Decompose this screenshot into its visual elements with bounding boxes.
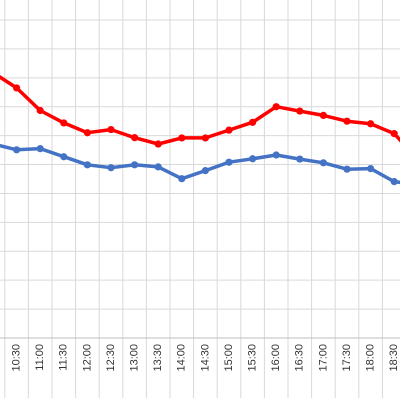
x-tick-label: 12:30 — [105, 344, 117, 372]
x-tick-label: 17:00 — [317, 344, 329, 372]
series-2-point — [83, 161, 91, 169]
series-1-point — [60, 119, 68, 127]
x-tick-label: 14:30 — [199, 344, 211, 372]
x-tick-label: 15:30 — [247, 344, 259, 372]
series-1-point — [131, 134, 139, 142]
x-tick-label: 16:00 — [270, 344, 282, 372]
series-2-point — [296, 155, 304, 163]
series-2-point — [343, 165, 351, 173]
series-2-point — [60, 153, 68, 161]
x-tick-label: 13:30 — [152, 344, 164, 372]
series-1-line — [0, 75, 400, 146]
series-2-point — [107, 164, 115, 172]
x-tick-label: 18:30 — [388, 344, 400, 372]
series-1-point — [343, 117, 351, 125]
series-1-point — [319, 111, 327, 119]
series-2-point — [272, 151, 280, 159]
x-tick-label: 15:00 — [223, 344, 235, 372]
series-layer — [0, 75, 400, 186]
series-1-point — [249, 118, 257, 126]
series-2-point — [131, 161, 139, 169]
x-tick-labels: 10:0010:3011:0011:3012:0012:3013:0013:30… — [11, 344, 400, 372]
series-2-point — [36, 145, 44, 153]
series-1-point — [13, 84, 21, 92]
x-tick-label: 11:00 — [34, 344, 46, 371]
series-1-point — [296, 107, 304, 115]
series-2-point — [13, 146, 21, 154]
series-1-point — [201, 134, 209, 142]
series-2-point — [390, 178, 398, 186]
x-tick-label: 11:30 — [58, 344, 70, 371]
series-1-point — [107, 125, 115, 134]
series-1-point — [36, 106, 44, 115]
x-tick-label: 13:00 — [129, 344, 141, 372]
series-1-point — [367, 120, 375, 128]
series-2-point — [225, 158, 233, 166]
series-1-point — [154, 140, 162, 148]
series-1-point — [225, 126, 233, 134]
series-2-point — [319, 159, 327, 167]
series-2-point — [178, 175, 186, 183]
x-tick-label: 17:30 — [341, 344, 353, 372]
series-1-point — [272, 103, 280, 111]
x-tick-label: 18:00 — [365, 344, 377, 372]
series-1-point — [83, 129, 91, 137]
series-2-point — [154, 163, 162, 171]
x-tick-label: 12:00 — [81, 344, 93, 372]
x-tick-label: 14:00 — [176, 344, 188, 372]
series-2-point — [367, 164, 375, 173]
series-1-point — [178, 134, 186, 142]
x-tick-label: 10:30 — [11, 344, 23, 372]
series-2-point — [201, 167, 209, 175]
series-1-point — [390, 130, 398, 138]
series-2-point — [249, 155, 257, 163]
x-tick-label: 16:30 — [294, 344, 306, 372]
